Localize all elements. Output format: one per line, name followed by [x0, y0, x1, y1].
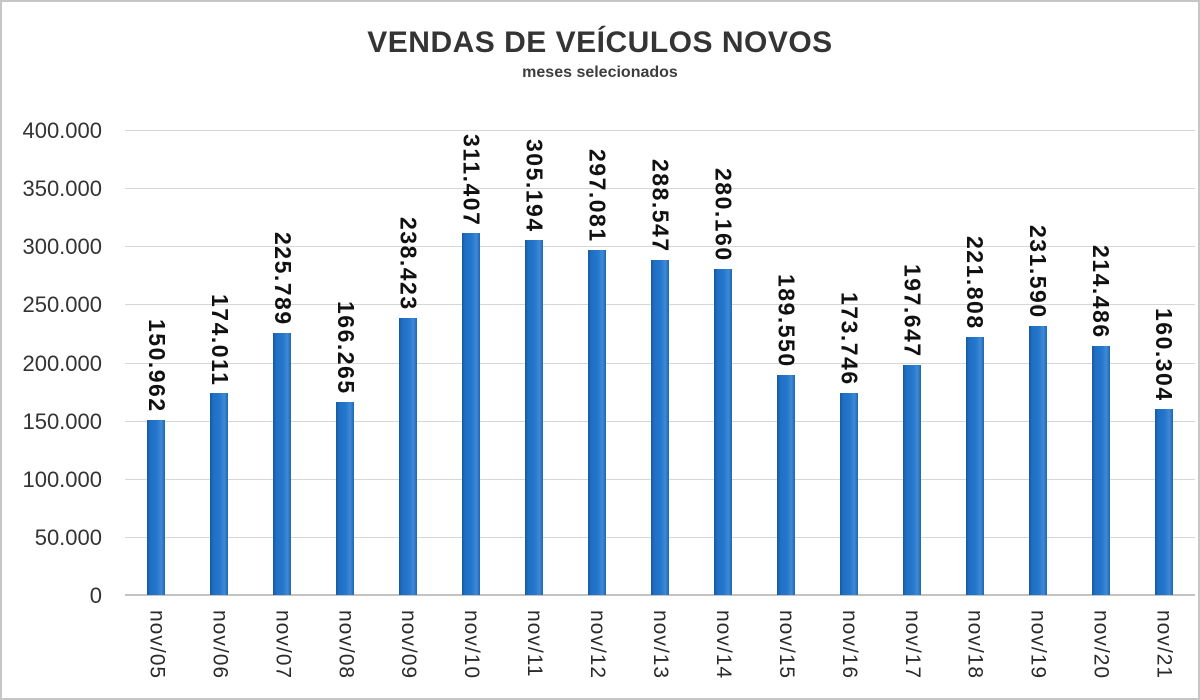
chart-subtitle: meses selecionados — [522, 64, 678, 81]
x-axis-category-label: nov/08 — [334, 610, 358, 680]
bar-value-label: 174.011 — [206, 293, 233, 386]
bar-value-label: 173.746 — [836, 292, 863, 386]
y-axis-tick-label: 200.000 — [22, 350, 102, 376]
bar — [210, 393, 229, 595]
bar-value-label: 225.789 — [269, 232, 296, 326]
y-axis-tick-label: 0 — [89, 583, 102, 608]
y-axis-tick-label: 400.000 — [22, 118, 102, 143]
gridline — [125, 246, 1195, 248]
chart-title: VENDAS DE VEÍCULOS NOVOS — [367, 26, 833, 59]
x-axis-category-label: nov/07 — [271, 610, 295, 680]
x-axis-category-label: nov/17 — [900, 610, 924, 680]
bar — [839, 393, 858, 595]
y-axis: 400.000 350.000 300.000 250.000 200.000 150.0… — [2, 118, 104, 608]
x-axis: nov/05 nov/06 nov/07 nov/08 nov/09 nov/10 nov/… — [125, 604, 1195, 698]
plot-area: 150.962 174.011 225.789 166.265 238.423 311.4… — [125, 130, 1195, 596]
bar — [588, 250, 607, 595]
bar — [1154, 409, 1173, 595]
x-axis-category-label: nov/16 — [837, 610, 861, 680]
bar — [902, 365, 921, 595]
bar-value-label: 238.423 — [395, 217, 422, 311]
bar-value-label: 150.962 — [143, 319, 170, 413]
bar — [965, 337, 984, 595]
bar — [147, 420, 166, 595]
x-axis-category-label: nov/15 — [774, 610, 798, 680]
bar-value-label: 166.265 — [332, 301, 359, 395]
bar-value-label: 297.081 — [584, 149, 611, 243]
x-axis-category-label: nov/11 — [523, 610, 547, 678]
bar — [525, 240, 544, 595]
bar-value-label: 231.590 — [1025, 225, 1052, 319]
y-axis-tick-label: 50.000 — [34, 524, 102, 550]
bar-value-label: 214.486 — [1088, 245, 1115, 339]
y-axis-tick-label: 150.000 — [22, 408, 102, 434]
bar-value-label: 280.160 — [710, 168, 737, 262]
bar — [336, 402, 355, 595]
x-axis-category-label: nov/13 — [649, 610, 672, 680]
bar-value-label: 305.194 — [521, 139, 548, 233]
bar-value-label: 189.550 — [773, 274, 800, 368]
gridline — [125, 130, 1195, 131]
bar-value-label: 197.647 — [899, 264, 926, 358]
x-axis-category-label: nov/14 — [711, 610, 735, 680]
bar-value-label: 160.304 — [1151, 308, 1178, 402]
bar — [1091, 346, 1110, 595]
x-axis-category-label: nov/06 — [208, 610, 232, 680]
bar — [1028, 326, 1047, 595]
x-axis-category-label: nov/09 — [397, 610, 421, 680]
gridline — [125, 188, 1195, 190]
x-axis-category-label: nov/21 — [1152, 610, 1176, 680]
x-axis-category-label: nov/12 — [586, 610, 610, 680]
bar-value-label: 288.547 — [647, 159, 674, 253]
x-axis-category-label: nov/19 — [1026, 610, 1050, 680]
bar — [776, 375, 795, 595]
y-axis-tick-label: 100.000 — [22, 466, 102, 492]
x-axis-category-label: nov/05 — [145, 610, 169, 680]
bar-value-label: 311.407 — [458, 133, 485, 226]
y-axis-tick-label: 350.000 — [22, 176, 102, 202]
bar — [399, 318, 418, 595]
bar — [462, 233, 481, 595]
bar — [273, 333, 292, 595]
x-axis-category-label: nov/18 — [963, 610, 987, 680]
y-axis-tick-label: 300.000 — [22, 234, 102, 260]
y-axis-tick-label: 250.000 — [22, 292, 102, 318]
x-axis-category-label: nov/10 — [460, 610, 484, 680]
bar — [651, 260, 669, 595]
x-axis-category-label: nov/20 — [1089, 610, 1113, 680]
gridline — [125, 594, 1195, 596]
bar — [713, 269, 732, 595]
bar-value-label: 221.808 — [962, 236, 989, 330]
